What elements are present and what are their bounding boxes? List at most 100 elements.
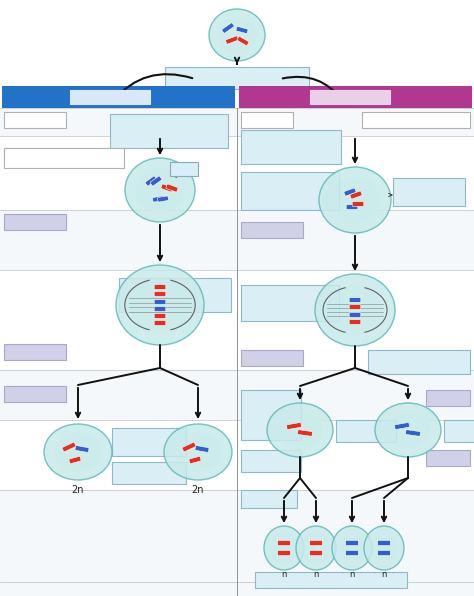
Ellipse shape bbox=[364, 526, 404, 570]
Ellipse shape bbox=[264, 526, 304, 570]
Bar bbox=[241, 222, 303, 238]
FancyBboxPatch shape bbox=[349, 305, 361, 309]
FancyBboxPatch shape bbox=[226, 36, 238, 44]
FancyBboxPatch shape bbox=[346, 551, 358, 555]
Ellipse shape bbox=[116, 265, 204, 345]
Ellipse shape bbox=[218, 17, 256, 53]
FancyBboxPatch shape bbox=[150, 176, 162, 186]
FancyBboxPatch shape bbox=[154, 313, 166, 318]
Bar bbox=[241, 172, 339, 210]
Bar bbox=[4, 344, 66, 360]
Bar bbox=[241, 450, 301, 472]
Ellipse shape bbox=[319, 167, 391, 233]
FancyBboxPatch shape bbox=[349, 312, 361, 318]
Ellipse shape bbox=[338, 533, 366, 563]
Text: n: n bbox=[381, 570, 387, 579]
Ellipse shape bbox=[327, 285, 383, 335]
Bar bbox=[119, 278, 231, 312]
FancyBboxPatch shape bbox=[236, 26, 248, 33]
Bar bbox=[112, 462, 186, 484]
FancyBboxPatch shape bbox=[69, 457, 81, 464]
Bar bbox=[241, 285, 339, 321]
FancyBboxPatch shape bbox=[189, 457, 201, 464]
FancyBboxPatch shape bbox=[344, 188, 356, 196]
Bar bbox=[241, 130, 341, 164]
Bar bbox=[0, 108, 474, 136]
Bar bbox=[2, 86, 235, 108]
Ellipse shape bbox=[164, 424, 232, 480]
FancyBboxPatch shape bbox=[346, 541, 358, 545]
Bar bbox=[393, 178, 465, 206]
Bar bbox=[241, 390, 301, 440]
FancyBboxPatch shape bbox=[349, 297, 361, 302]
FancyBboxPatch shape bbox=[145, 176, 157, 186]
Bar bbox=[0, 270, 474, 370]
Bar bbox=[241, 350, 303, 366]
FancyBboxPatch shape bbox=[222, 23, 234, 33]
Ellipse shape bbox=[296, 526, 336, 570]
Ellipse shape bbox=[332, 526, 372, 570]
Bar bbox=[241, 490, 297, 508]
FancyBboxPatch shape bbox=[182, 442, 196, 452]
FancyBboxPatch shape bbox=[161, 184, 173, 192]
FancyBboxPatch shape bbox=[346, 204, 358, 209]
Bar bbox=[444, 420, 474, 442]
Bar bbox=[255, 572, 407, 588]
Bar bbox=[241, 112, 293, 128]
Ellipse shape bbox=[209, 9, 265, 61]
FancyBboxPatch shape bbox=[166, 184, 178, 192]
FancyBboxPatch shape bbox=[298, 430, 312, 436]
Bar bbox=[426, 390, 470, 406]
FancyBboxPatch shape bbox=[154, 321, 166, 325]
Bar bbox=[4, 112, 66, 128]
Bar bbox=[0, 420, 474, 490]
FancyBboxPatch shape bbox=[278, 541, 290, 545]
FancyBboxPatch shape bbox=[378, 541, 390, 545]
Bar bbox=[368, 350, 470, 374]
FancyBboxPatch shape bbox=[278, 551, 290, 555]
Bar bbox=[170, 162, 198, 176]
FancyBboxPatch shape bbox=[237, 36, 249, 46]
Text: 2n: 2n bbox=[192, 485, 204, 495]
FancyBboxPatch shape bbox=[154, 285, 166, 290]
FancyBboxPatch shape bbox=[157, 196, 168, 202]
FancyBboxPatch shape bbox=[62, 442, 76, 452]
Bar bbox=[4, 386, 66, 402]
FancyBboxPatch shape bbox=[350, 191, 362, 199]
Bar bbox=[4, 148, 124, 168]
Bar bbox=[336, 420, 396, 442]
Ellipse shape bbox=[267, 403, 333, 457]
Bar bbox=[0, 370, 474, 420]
Bar bbox=[70, 90, 150, 104]
FancyBboxPatch shape bbox=[154, 306, 166, 311]
Ellipse shape bbox=[302, 533, 330, 563]
FancyBboxPatch shape bbox=[154, 300, 166, 305]
FancyBboxPatch shape bbox=[154, 291, 166, 296]
Bar bbox=[0, 136, 474, 210]
Ellipse shape bbox=[375, 403, 441, 457]
FancyBboxPatch shape bbox=[394, 423, 410, 430]
Ellipse shape bbox=[54, 433, 102, 471]
FancyBboxPatch shape bbox=[310, 551, 322, 555]
Bar bbox=[426, 450, 470, 466]
Ellipse shape bbox=[330, 177, 380, 223]
Text: n: n bbox=[281, 570, 287, 579]
Ellipse shape bbox=[370, 533, 398, 563]
FancyBboxPatch shape bbox=[406, 430, 420, 436]
Text: n: n bbox=[349, 570, 355, 579]
Bar bbox=[310, 90, 390, 104]
Ellipse shape bbox=[277, 411, 323, 449]
FancyBboxPatch shape bbox=[75, 446, 89, 452]
Bar bbox=[0, 490, 474, 596]
FancyBboxPatch shape bbox=[352, 201, 364, 206]
Ellipse shape bbox=[125, 158, 195, 222]
Ellipse shape bbox=[136, 167, 184, 212]
Bar bbox=[4, 214, 66, 230]
Bar bbox=[110, 114, 228, 148]
Bar bbox=[0, 210, 474, 270]
FancyBboxPatch shape bbox=[153, 196, 164, 202]
FancyBboxPatch shape bbox=[286, 423, 301, 430]
Ellipse shape bbox=[174, 433, 222, 471]
Text: 2n: 2n bbox=[72, 485, 84, 495]
FancyBboxPatch shape bbox=[310, 541, 322, 545]
